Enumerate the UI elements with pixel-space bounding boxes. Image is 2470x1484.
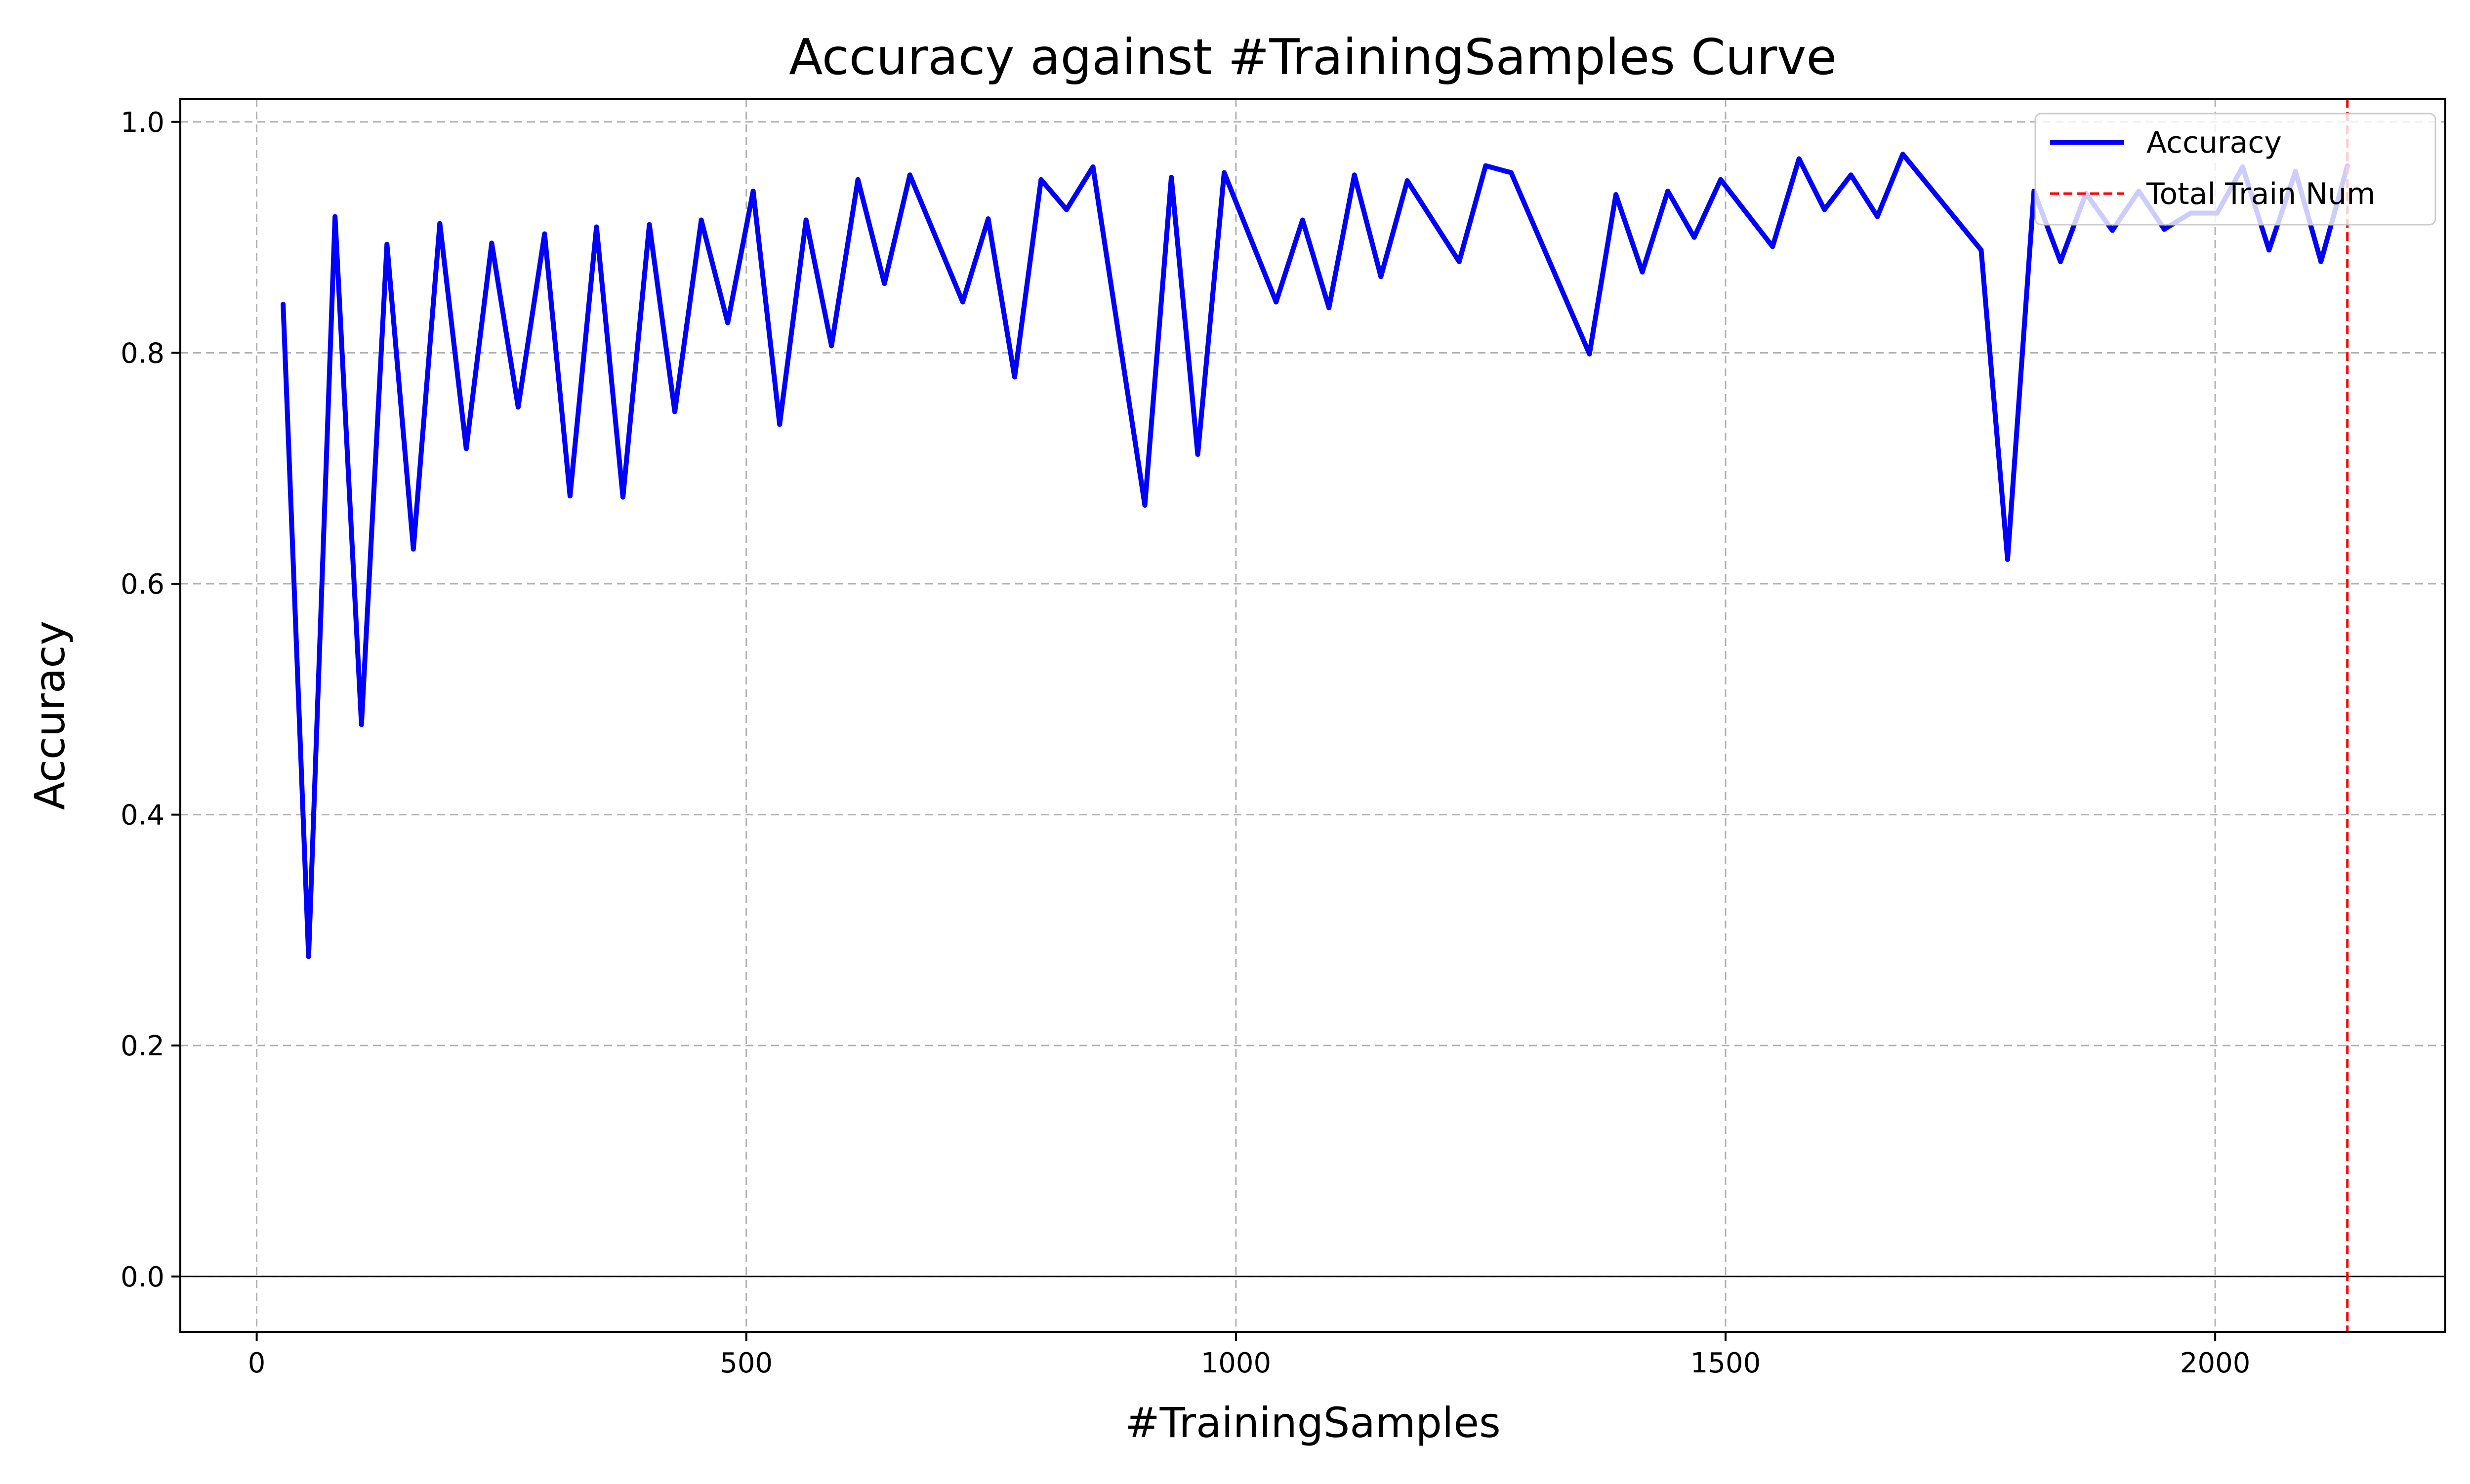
accuracy-data-point <box>594 224 599 230</box>
y-tick-label: 0.4 <box>121 800 165 832</box>
x-axis-label: #TrainingSamples <box>1125 1399 1501 1447</box>
accuracy-data-point <box>1064 207 1069 212</box>
accuracy-data-point <box>411 546 416 552</box>
accuracy-data-point <box>1508 170 1514 175</box>
y-tick-label: 1.0 <box>121 107 165 139</box>
x-tick-label: 1000 <box>1201 1347 1272 1379</box>
accuracy-data-point <box>699 217 704 223</box>
legend-box <box>2034 113 2436 226</box>
accuracy-data-point <box>2162 227 2167 232</box>
accuracy-data-point <box>907 172 912 178</box>
accuracy-data-point <box>1169 174 1174 180</box>
accuracy-data-point <box>1274 299 1279 305</box>
accuracy-data-point <box>542 231 547 237</box>
accuracy-data-point <box>1875 214 1880 219</box>
accuracy-data-point <box>1613 192 1619 198</box>
accuracy-data-point <box>1326 305 1332 311</box>
accuracy-data-point <box>1665 189 1671 194</box>
accuracy-data-point <box>2058 259 2063 264</box>
accuracy-data-point <box>1222 170 1227 175</box>
chart-title: Accuracy against #TrainingSamples Curve <box>789 28 1837 86</box>
accuracy-data-point <box>515 404 521 410</box>
accuracy-data-point <box>437 221 443 226</box>
legend-accuracy-label: Accuracy <box>2146 125 2282 160</box>
accuracy-data-point <box>1038 177 1044 182</box>
accuracy-data-point <box>1848 172 1853 178</box>
accuracy-data-point <box>489 241 494 246</box>
accuracy-data-point <box>1090 164 1096 169</box>
accuracy-data-point <box>384 241 390 247</box>
accuracy-data-point <box>829 343 834 349</box>
accuracy-data-point <box>986 216 991 222</box>
accuracy-data-point <box>725 320 731 325</box>
chart-legend: Accuracy Total Train Num <box>2034 113 2436 226</box>
plot-frame <box>179 98 2446 1333</box>
accuracy-data-point <box>750 189 756 194</box>
accuracy-data-point <box>2110 228 2115 233</box>
accuracy-data-point <box>1142 502 1148 508</box>
accuracy-data-point <box>1195 452 1200 457</box>
accuracy-data-point <box>777 422 782 427</box>
accuracy-data-point <box>1900 152 1905 157</box>
accuracy-data-point <box>1012 374 1017 380</box>
x-tick-label: 0 <box>248 1347 266 1379</box>
accuracy-data-point <box>1352 172 1357 178</box>
accuracy-data-point <box>1404 178 1410 183</box>
accuracy-data-point <box>359 722 364 727</box>
accuracy-data-point <box>1483 163 1488 168</box>
accuracy-data-point <box>960 299 965 305</box>
y-axis-label: Accuracy <box>26 621 74 810</box>
accuracy-data-point <box>1456 259 1462 264</box>
accuracy-data-point <box>2266 247 2272 253</box>
accuracy-data-point <box>2005 557 2010 562</box>
y-tick-label: 0.6 <box>121 568 165 601</box>
accuracy-data-point <box>306 954 311 960</box>
accuracy-data-point <box>1378 274 1384 280</box>
accuracy-data-point <box>567 493 573 499</box>
accuracy-data-point <box>620 494 625 500</box>
x-tick-label: 1500 <box>1690 1347 1761 1379</box>
x-tick-label: 2000 <box>2180 1347 2251 1379</box>
accuracy-data-point <box>1587 351 1592 357</box>
accuracy-data-point <box>882 281 887 286</box>
accuracy-data-point <box>332 214 338 219</box>
y-tick-label: 0.0 <box>121 1261 165 1293</box>
accuracy-data-point <box>1978 247 1984 253</box>
accuracy-data-point <box>672 409 678 414</box>
accuracy-data-point <box>1770 244 1775 249</box>
legend-total-train-num-label: Total Train Num <box>2146 177 2376 211</box>
accuracy-data-point <box>647 222 652 227</box>
accuracy-data-point <box>1300 217 1305 223</box>
accuracy-data-point <box>803 217 809 223</box>
accuracy-data-point <box>1796 156 1802 161</box>
accuracy-data-point <box>855 177 861 182</box>
x-tick-label: 500 <box>720 1347 773 1379</box>
accuracy-data-point <box>1691 235 1697 240</box>
y-tick-label: 0.2 <box>121 1030 165 1062</box>
axis-ticks: 0 500 1000 1500 2000 0.0 0.2 0.4 0.6 0.8 1.0 <box>121 107 2250 1379</box>
accuracy-data-point <box>1640 269 1645 275</box>
accuracy-data-point <box>1822 207 1827 212</box>
accuracy-data-point <box>281 302 286 307</box>
accuracy-data-point <box>463 446 469 451</box>
accuracy-data-point <box>1718 177 1724 182</box>
y-tick-label: 0.8 <box>121 337 165 369</box>
accuracy-data-point <box>2318 259 2324 264</box>
